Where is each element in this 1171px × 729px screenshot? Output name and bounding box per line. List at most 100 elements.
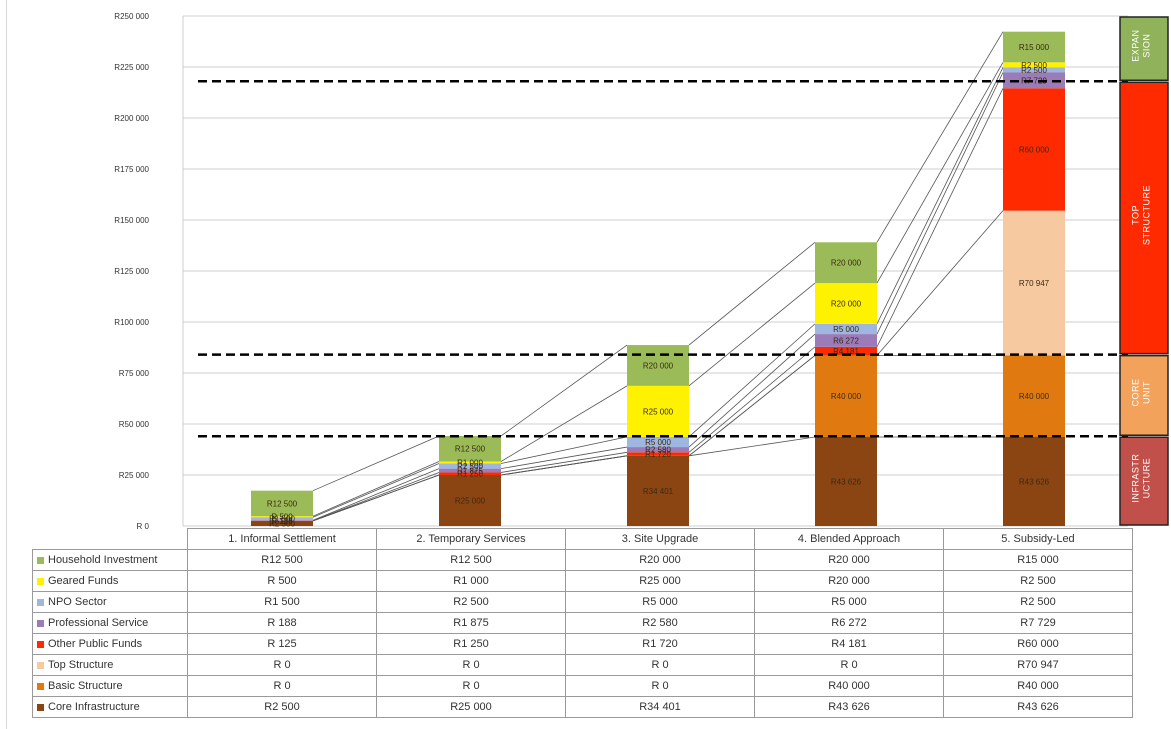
page-left-border: [6, 0, 7, 729]
bar-segment-label: R60 000: [1019, 145, 1050, 154]
table-cell: R12 500: [376, 549, 566, 571]
bar-segment: [439, 463, 501, 469]
band-box: [1119, 436, 1169, 526]
y-tick-label: R250 000: [114, 12, 149, 21]
bar-segment: [815, 242, 877, 284]
table-cell: R12 500: [187, 549, 377, 571]
table-cell: R2 500: [943, 570, 1133, 592]
bar-segment: [439, 475, 501, 526]
bar-segment: [627, 447, 689, 453]
bar-segment-label: R70 947: [1019, 279, 1050, 288]
bar-segment-label: R2 500: [457, 462, 483, 471]
table-cell: R7 729: [943, 612, 1133, 634]
bar-segment: [627, 455, 689, 526]
legend-swatch: [37, 703, 44, 711]
bar-segment-label: R1 250: [457, 470, 483, 479]
bar-segment-label: R34 401: [643, 487, 674, 496]
bar-segment-label: R5 000: [645, 438, 671, 447]
bar-segment-label: R1 500: [269, 515, 295, 524]
table-cell: R2 500: [376, 591, 566, 613]
connector-line: [688, 346, 816, 453]
table-cell: R 0: [187, 654, 377, 676]
connector-line: [876, 210, 1004, 356]
connector-line: [500, 436, 628, 464]
table-cell: R1 250: [376, 633, 566, 655]
connector-line: [688, 323, 816, 438]
table-cell: R1 720: [565, 633, 755, 655]
band-label: TOP: [1131, 205, 1141, 225]
bar-segment: [627, 345, 689, 386]
bar-segment: [1003, 210, 1065, 356]
bar-segment: [815, 283, 877, 324]
table-cell: R4 181: [754, 633, 944, 655]
legend-label: NPO Sector: [32, 591, 188, 613]
connector-line: [312, 463, 440, 518]
table-cell: R25 000: [565, 570, 755, 592]
table-cell: R40 000: [754, 675, 944, 697]
band-label: UNIT: [1142, 381, 1152, 404]
bar-segment: [627, 452, 689, 456]
bar-segment: [251, 520, 313, 521]
band-label: EXPAN: [1131, 29, 1141, 61]
legend-text: Geared Funds: [48, 575, 119, 587]
category-header: 3. Site Upgrade: [565, 528, 755, 550]
bar-segment: [1003, 67, 1065, 73]
table-row: Core Infrastructure R2 500 R25 000 R34 401 R…: [32, 696, 1133, 718]
table-row: NPO Sector R1 500 R2 500 R5 000 R5 000 R2 500: [32, 591, 1133, 613]
bar-segment: [1003, 62, 1065, 68]
bar-segment-label: R20 000: [643, 361, 674, 370]
table-cell: R5 000: [565, 591, 755, 613]
table-row: Professional Service R 188 R1 875 R2 580 R6 …: [32, 612, 1133, 634]
table-cell: R15 000: [943, 549, 1133, 571]
table-cell: R20 000: [565, 549, 755, 571]
table-cell: R 0: [754, 654, 944, 676]
table-cell: R20 000: [754, 570, 944, 592]
table-cell: R60 000: [943, 633, 1133, 655]
table-cell: R70 947: [943, 654, 1133, 676]
y-tick-label: R50 000: [119, 420, 150, 429]
legend-label: Professional Service: [32, 612, 188, 634]
table-cell: R34 401: [565, 696, 755, 718]
table-row: Geared Funds R 500 R1 000 R25 000 R20 000 R2 …: [32, 570, 1133, 592]
bar-segment-label: R1 000: [457, 459, 483, 468]
bar-segment-label: R7 729: [1021, 76, 1047, 85]
band-label: STRUCTURE: [1142, 185, 1152, 245]
bar-segment: [627, 385, 689, 437]
band-box: [1119, 354, 1169, 436]
connector-line: [312, 474, 440, 522]
bar-segment-label: R6 272: [833, 336, 859, 345]
bar-segment-label: R2 500: [269, 519, 295, 528]
connector-line: [500, 446, 628, 470]
table-row: Other Public Funds R 125 R1 250 R1 720 R4 18…: [32, 633, 1133, 655]
bar-segment: [439, 472, 501, 475]
y-tick-label: R150 000: [114, 216, 149, 225]
bar-segment-label: R1 875: [457, 467, 483, 476]
table-cell: R2 500: [943, 591, 1133, 613]
bar-segment: [815, 437, 877, 526]
bar-segment-label: R40 000: [1019, 392, 1050, 401]
connector-line: [876, 31, 1004, 243]
bar-segment-label: R20 000: [831, 299, 862, 308]
table-cell: R2 580: [565, 612, 755, 634]
legend-text: Basic Structure: [48, 680, 123, 692]
table-cell: R 188: [187, 612, 377, 634]
y-tick-label: R100 000: [114, 318, 149, 327]
band-label: SION: [1142, 34, 1152, 58]
bar-segment: [1003, 437, 1065, 526]
connector-line: [500, 385, 628, 462]
data-table-body: Household Investment R12 500 R12 500 R20 00…: [32, 549, 1133, 718]
y-axis-tick-labels: R250 000 R225 000 R200 000 R175 000 R150 000…: [114, 12, 149, 530]
y-tick-label: R 0: [137, 522, 150, 530]
bar-segment-label: R43 626: [1019, 478, 1050, 487]
table-cell: R43 626: [754, 696, 944, 718]
band-box: [1119, 16, 1169, 82]
table-cell: R5 000: [754, 591, 944, 613]
bar-segment: [251, 520, 313, 522]
chart-bars: [251, 31, 1065, 526]
connector-line: [876, 88, 1004, 348]
data-table-corner: [33, 529, 188, 550]
table-cell: R 0: [565, 675, 755, 697]
legend-swatch: [37, 598, 44, 606]
